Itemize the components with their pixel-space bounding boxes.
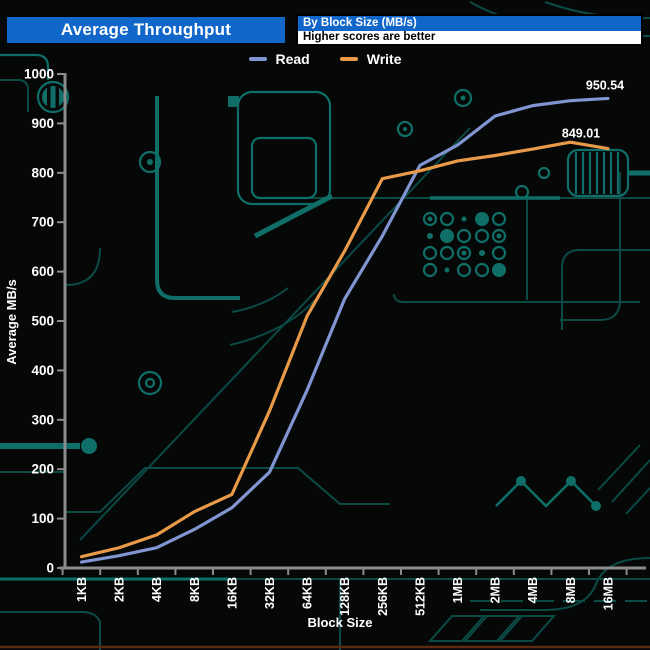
chart-title: Average Throughput (60, 20, 232, 39)
y-tick-label: 1000 (24, 67, 54, 82)
chart-note: Higher scores are better (298, 31, 641, 44)
y-tick-label: 100 (31, 511, 54, 526)
y-tick-label: 400 (31, 363, 54, 378)
x-tick-label: 128KB (338, 577, 352, 616)
write-end-value: 849.01 (562, 127, 600, 141)
legend-label-read: Read (275, 51, 310, 67)
x-tick-label: 16KB (225, 577, 239, 609)
x-tick-label: 1MB (451, 577, 465, 603)
y-tick-label: 200 (31, 462, 54, 477)
read-line-swatch (248, 57, 267, 61)
read-end-value: 950.54 (586, 78, 624, 92)
legend-label-write: Write (366, 51, 402, 67)
x-tick-label: 8MB (564, 577, 578, 603)
write-line (79, 140, 610, 559)
read-line (79, 96, 610, 564)
legend-item-write: Write (339, 51, 402, 67)
x-tick-label: 256KB (376, 577, 390, 616)
y-axis-title: Average MB/s (4, 279, 19, 365)
x-tick-label: 2MB (489, 577, 503, 603)
y-tick-label: 0 (46, 561, 54, 576)
y-tick-label: 300 (31, 412, 54, 427)
x-tick-label: 64KB (301, 577, 315, 609)
x-tick-label: 4KB (150, 577, 164, 602)
x-tick-label: 32KB (263, 577, 277, 609)
y-tick-label: 800 (31, 165, 54, 180)
x-tick-label: 8KB (188, 577, 202, 602)
x-tick-label: 1KB (75, 577, 89, 602)
y-tick-label: 700 (31, 215, 54, 230)
y-tick-label: 500 (31, 314, 54, 329)
chart-info-box: By Block Size (MB/s) Higher scores are b… (296, 14, 643, 46)
chart-title-bar: Average Throughput (7, 17, 285, 43)
chart-subtitle: By Block Size (MB/s) (298, 16, 641, 31)
y-tick-label: 600 (31, 264, 54, 279)
x-tick-label: 16MB (601, 577, 615, 610)
y-tick-label: 900 (31, 116, 54, 131)
x-tick-label: 4MB (526, 577, 540, 603)
x-tick-label: 512KB (413, 577, 427, 616)
x-axis-title: Block Size (307, 615, 372, 630)
chart-legend: Read Write (7, 46, 643, 72)
legend-item-read: Read (248, 51, 310, 67)
write-line-swatch (339, 57, 358, 61)
x-tick-label: 2KB (113, 577, 127, 602)
